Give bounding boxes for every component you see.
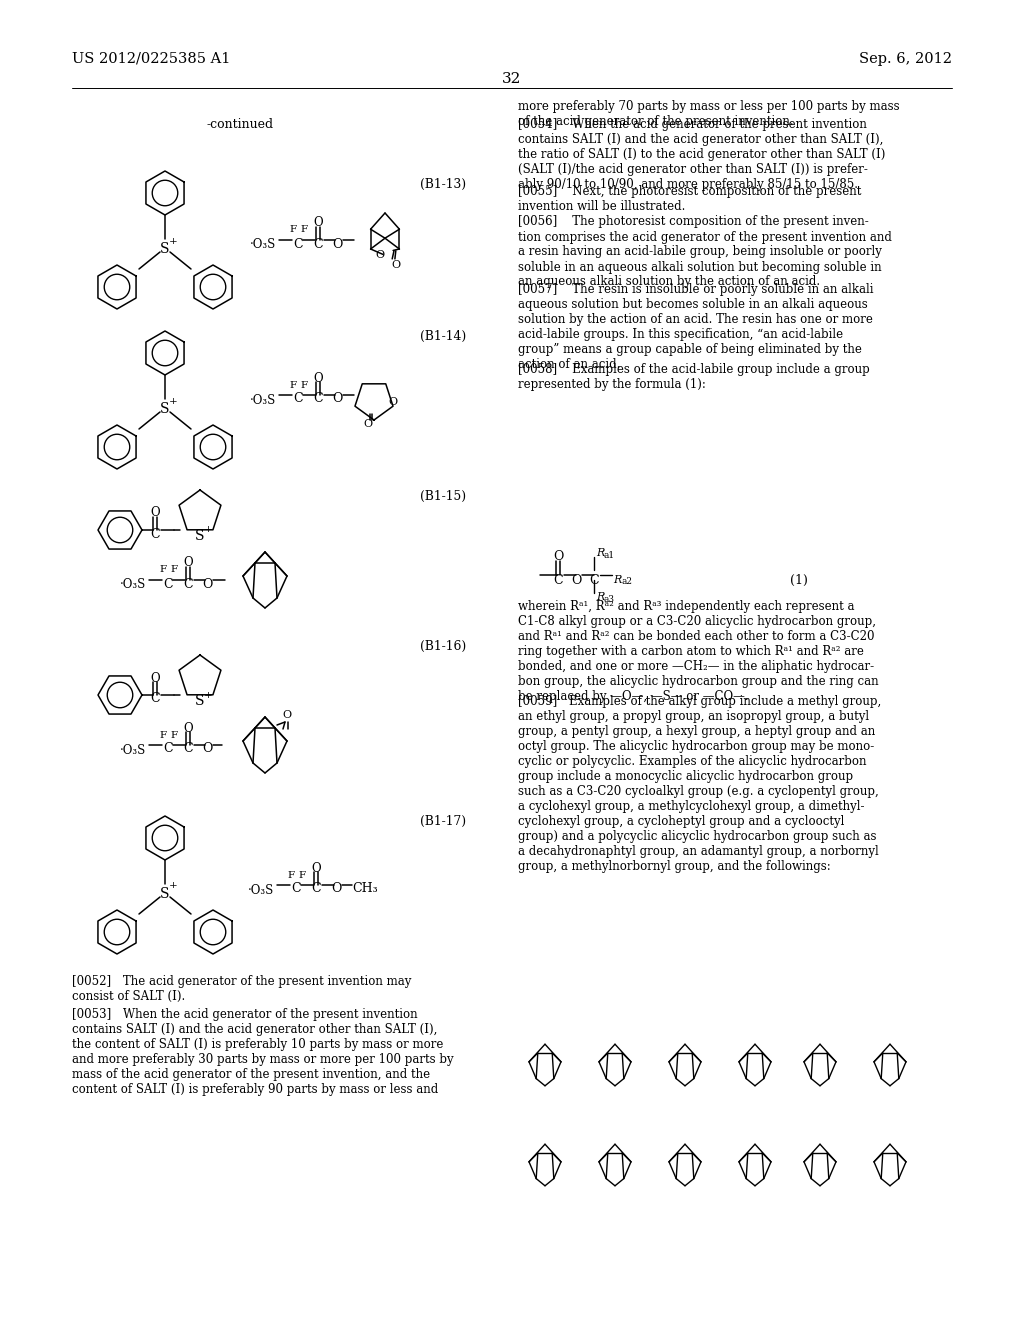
- Text: +: +: [169, 236, 177, 246]
- Text: S: S: [160, 403, 170, 416]
- Text: C: C: [151, 693, 160, 705]
- Text: CH₃: CH₃: [352, 883, 378, 895]
- Text: O: O: [183, 722, 193, 734]
- Text: R: R: [596, 548, 604, 558]
- Text: C: C: [553, 573, 563, 586]
- Text: (B1-13): (B1-13): [420, 178, 466, 191]
- Text: [0053] When the acid generator of the present invention
contains SALT (I) and th: [0053] When the acid generator of the pr…: [72, 1008, 454, 1096]
- Text: C: C: [183, 742, 193, 755]
- Text: 32: 32: [503, 73, 521, 86]
- Text: F: F: [300, 226, 307, 235]
- Text: F: F: [288, 870, 295, 879]
- Text: C: C: [291, 883, 301, 895]
- Text: O: O: [570, 573, 582, 586]
- Text: S: S: [160, 242, 170, 256]
- Text: Sep. 6, 2012: Sep. 6, 2012: [859, 51, 952, 66]
- Text: O: O: [376, 251, 385, 260]
- Text: [0056]    The photoresist composition of the present inven-
tion comprises the a: [0056] The photoresist composition of th…: [518, 215, 892, 289]
- Text: C: C: [293, 238, 303, 251]
- Text: F: F: [160, 565, 167, 574]
- Text: [0052] The acid generator of the present invention may
consist of SALT (I).: [0052] The acid generator of the present…: [72, 975, 412, 1003]
- Text: O: O: [332, 392, 342, 405]
- Text: F: F: [170, 565, 177, 574]
- Text: +: +: [204, 690, 212, 700]
- Text: O: O: [151, 507, 160, 520]
- Text: O: O: [313, 371, 323, 384]
- Text: (1): (1): [790, 573, 808, 586]
- Text: R: R: [613, 576, 622, 585]
- Text: ·O₃S: ·O₃S: [120, 578, 146, 591]
- Text: -continued: -continued: [207, 117, 273, 131]
- Text: S: S: [160, 887, 170, 902]
- Text: (B1-17): (B1-17): [420, 814, 466, 828]
- Text: [0058]    Examples of the acid-labile group include a group
represented by the f: [0058] Examples of the acid-labile group…: [518, 363, 869, 391]
- Text: wherein Rᵃ¹, Rᵃ² and Rᵃ³ independently each represent a
C1-C8 alkyl group or a C: wherein Rᵃ¹, Rᵃ² and Rᵃ³ independently e…: [518, 601, 879, 704]
- Text: C: C: [163, 578, 173, 590]
- Text: (B1-15): (B1-15): [420, 490, 466, 503]
- Text: +: +: [169, 396, 177, 405]
- Text: a1: a1: [604, 552, 615, 561]
- Text: C: C: [163, 742, 173, 755]
- Text: O: O: [332, 238, 342, 251]
- Text: O: O: [313, 216, 323, 230]
- Text: S: S: [196, 694, 205, 708]
- Text: US 2012/0225385 A1: US 2012/0225385 A1: [72, 51, 230, 66]
- Text: O: O: [331, 883, 341, 895]
- Text: O: O: [388, 397, 397, 407]
- Text: O: O: [202, 742, 212, 755]
- Text: (B1-16): (B1-16): [420, 640, 466, 653]
- Text: a3: a3: [604, 594, 615, 603]
- Text: F: F: [170, 730, 177, 739]
- Text: O: O: [391, 260, 400, 271]
- Text: F: F: [290, 380, 297, 389]
- Text: O: O: [283, 710, 292, 719]
- Text: F: F: [298, 870, 305, 879]
- Text: C: C: [151, 528, 160, 540]
- Text: O: O: [151, 672, 160, 685]
- Text: S: S: [196, 529, 205, 543]
- Text: C: C: [311, 883, 321, 895]
- Text: ·O₃S: ·O₃S: [248, 883, 274, 896]
- Text: C: C: [313, 238, 323, 251]
- Text: ·O₃S: ·O₃S: [120, 743, 146, 756]
- Text: +: +: [204, 525, 212, 535]
- Text: F: F: [300, 380, 307, 389]
- Text: R: R: [596, 591, 604, 602]
- Text: (B1-14): (B1-14): [420, 330, 466, 343]
- Text: ·O₃S: ·O₃S: [250, 393, 276, 407]
- Text: [0059] Examples of the alkyl group include a methyl group,
an ethyl group, a pro: [0059] Examples of the alkyl group inclu…: [518, 696, 882, 873]
- Text: O: O: [553, 550, 563, 564]
- Text: O: O: [183, 557, 193, 569]
- Text: [0055]    Next, the photoresist composition of the present
invention will be ill: [0055] Next, the photoresist composition…: [518, 186, 861, 214]
- Text: F: F: [290, 226, 297, 235]
- Text: F: F: [160, 730, 167, 739]
- Text: C: C: [183, 578, 193, 590]
- Text: O: O: [364, 418, 373, 429]
- Text: +: +: [169, 882, 177, 891]
- Text: C: C: [293, 392, 303, 405]
- Text: [0057]    The resin is insoluble or poorly soluble in an alkali
aqueous solution: [0057] The resin is insoluble or poorly …: [518, 282, 873, 371]
- Text: a2: a2: [621, 578, 632, 586]
- Text: more preferably 70 parts by mass or less per 100 parts by mass
of the acid gener: more preferably 70 parts by mass or less…: [518, 100, 900, 128]
- Text: O: O: [202, 578, 212, 590]
- Text: C: C: [313, 392, 323, 405]
- Text: O: O: [311, 862, 321, 874]
- Text: C: C: [589, 573, 599, 586]
- Text: [0054]    When the acid generator of the present invention
contains SALT (I) and: [0054] When the acid generator of the pr…: [518, 117, 886, 191]
- Text: ·O₃S: ·O₃S: [250, 239, 276, 252]
